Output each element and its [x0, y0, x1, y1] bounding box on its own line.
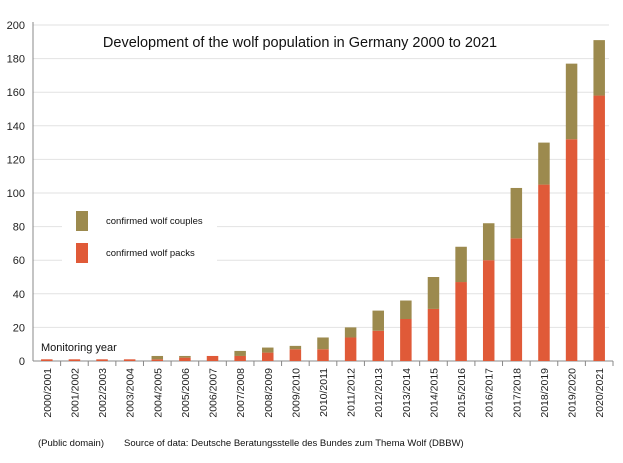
y-tick-label: 200: [7, 20, 25, 32]
bar-wolf-couples: [510, 187, 523, 239]
bar-wolf-packs: [41, 359, 53, 361]
y-tick-label: 160: [7, 87, 25, 99]
x-tick-label: 2008/2009: [263, 368, 275, 418]
bar-wolf-packs: [68, 359, 81, 361]
x-tick-label: 2005/2006: [180, 368, 192, 418]
x-tick-label: 2014/2015: [428, 368, 440, 418]
y-tick-label: 40: [13, 289, 25, 301]
bar-wolf-couples: [179, 355, 191, 358]
legend-label: confirmed wolf couples: [106, 216, 203, 227]
x-tick-label: 2019/2020: [567, 368, 579, 418]
y-tick-label: 120: [7, 154, 25, 166]
bar-wolf-packs: [400, 319, 412, 361]
bar-wolf-couples: [538, 142, 550, 185]
bar-wolf-packs: [289, 349, 302, 361]
x-tick-label: 2010/2011: [318, 368, 330, 417]
bar-wolf-couples: [593, 40, 605, 96]
x-tick-label: 2007/2008: [235, 368, 247, 418]
bar-wolf-couples: [565, 63, 578, 140]
bar-wolf-couples: [262, 347, 274, 353]
bar-wolf-couples: [344, 327, 357, 338]
bar-wolf-packs: [427, 308, 440, 361]
bar-wolf-packs: [262, 352, 274, 361]
x-tick-label: 2017/2018: [511, 368, 523, 418]
y-tick-label: 180: [7, 54, 25, 66]
legend-label: confirmed wolf packs: [106, 248, 195, 259]
legend-swatch: [76, 211, 88, 231]
bar-wolf-couples: [151, 355, 164, 360]
x-tick-label: 2016/2017: [484, 368, 496, 418]
x-tick-label: 2004/2005: [152, 368, 164, 418]
legend-swatch: [76, 243, 88, 263]
title-background: [95, 28, 515, 56]
x-tick-label: 2002/2003: [97, 368, 109, 418]
bar-wolf-packs: [455, 282, 467, 361]
license-note: (Public domain): [38, 438, 104, 449]
bar-wolf-couples: [400, 300, 412, 319]
x-axis-label: Monitoring year: [41, 342, 117, 354]
bar-wolf-packs: [372, 330, 384, 361]
y-tick-label: 80: [13, 222, 25, 234]
x-tick-label: 2013/2014: [401, 368, 413, 418]
bar-wolf-packs: [123, 359, 136, 361]
source-note: Source of data: Deutsche Beratungsstelle…: [124, 438, 464, 449]
x-tick-label: 2012/2013: [373, 368, 385, 418]
x-tick-label: 2000/2001: [42, 368, 54, 418]
bar-wolf-couples: [372, 310, 384, 331]
y-tick-label: 140: [7, 121, 25, 133]
bar-wolf-packs: [510, 238, 523, 361]
bar-wolf-packs: [206, 355, 219, 361]
bar-wolf-packs: [151, 359, 164, 361]
bar-wolf-packs: [565, 139, 578, 361]
x-tick-label: 2011/2012: [346, 368, 358, 417]
bar-wolf-packs: [344, 337, 357, 361]
y-tick-label: 20: [13, 322, 25, 334]
bar-wolf-packs: [234, 355, 246, 361]
bar-wolf-packs: [593, 95, 605, 361]
y-tick-label: 100: [7, 188, 25, 200]
bar-wolf-packs: [482, 260, 495, 361]
bar-wolf-couples: [455, 246, 467, 283]
bar-wolf-couples: [427, 277, 440, 309]
x-tick-label: 2001/2002: [69, 368, 81, 418]
bar-wolf-couples: [289, 345, 302, 350]
y-tick-label: 60: [13, 255, 25, 267]
bar-wolf-couples: [482, 223, 495, 261]
x-tick-label: 2020/2021: [594, 368, 606, 418]
x-tick-label: 2003/2004: [125, 368, 137, 418]
y-tick-label: 0: [19, 356, 25, 368]
bar-wolf-packs: [179, 357, 191, 361]
x-tick-label: 2018/2019: [539, 368, 551, 418]
bar-wolf-couples: [234, 350, 246, 356]
bar-wolf-packs: [96, 359, 108, 361]
x-tick-label: 2009/2010: [290, 368, 302, 418]
bar-wolf-packs: [317, 349, 329, 361]
x-tick-label: 2006/2007: [208, 368, 220, 418]
bar-wolf-packs: [538, 184, 550, 361]
chart-title: Development of the wolf population in Ge…: [103, 35, 497, 51]
x-tick-label: 2015/2016: [456, 368, 468, 418]
bar-wolf-couples: [317, 337, 329, 350]
